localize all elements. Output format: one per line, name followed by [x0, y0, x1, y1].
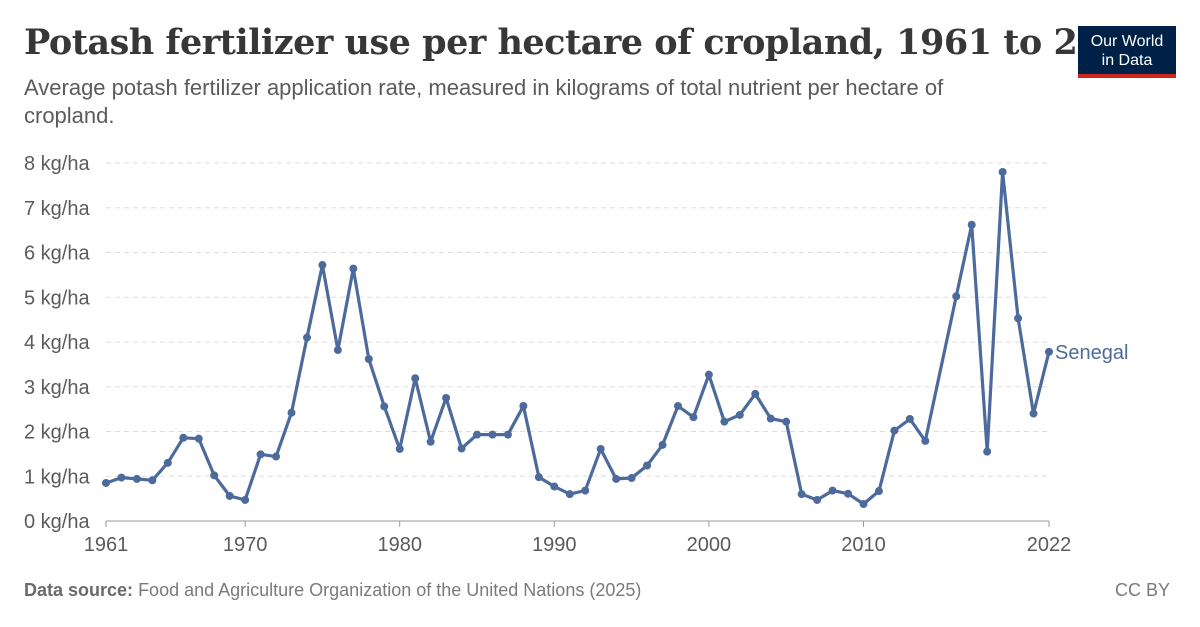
- data-point[interactable]: [550, 482, 559, 491]
- data-point[interactable]: [782, 417, 791, 426]
- data-point[interactable]: [179, 433, 188, 442]
- data-point[interactable]: [612, 474, 621, 483]
- y-tick-label: 5 kg/ha: [24, 287, 90, 309]
- data-point[interactable]: [581, 486, 590, 495]
- data-point[interactable]: [859, 499, 868, 508]
- data-point[interactable]: [689, 413, 698, 422]
- data-point[interactable]: [411, 374, 420, 383]
- data-point[interactable]: [210, 471, 219, 480]
- chart-title: Potash fertilizer use per hectare of cro…: [24, 22, 1149, 63]
- data-point[interactable]: [643, 461, 652, 470]
- data-point[interactable]: [766, 414, 775, 423]
- data-point[interactable]: [813, 495, 822, 504]
- data-point[interactable]: [1014, 314, 1023, 323]
- y-tick-label: 7 kg/ha: [24, 198, 90, 220]
- data-point[interactable]: [905, 414, 914, 423]
- data-point[interactable]: [148, 476, 157, 485]
- logo-line-2: in Data: [1101, 52, 1153, 69]
- data-point[interactable]: [704, 370, 713, 379]
- data-point[interactable]: [380, 402, 389, 411]
- data-point[interactable]: [983, 447, 992, 456]
- x-tick-label: 2010: [841, 534, 886, 556]
- data-point[interactable]: [503, 430, 512, 439]
- license-text[interactable]: CC BY: [1114, 580, 1170, 600]
- data-point[interactable]: [797, 490, 806, 499]
- data-point[interactable]: [828, 486, 837, 495]
- y-tick-label: 4 kg/ha: [24, 332, 90, 354]
- data-point[interactable]: [395, 444, 404, 453]
- data-point[interactable]: [132, 474, 141, 483]
- data-point[interactable]: [874, 487, 883, 496]
- x-tick-label: 1970: [223, 534, 268, 556]
- x-tick-label: 1990: [532, 534, 577, 556]
- data-source-label: Data source:: [24, 580, 134, 600]
- data-point[interactable]: [673, 401, 682, 410]
- x-tick-label: 2000: [687, 534, 732, 556]
- y-tick-label: 8 kg/ha: [24, 153, 90, 175]
- data-point[interactable]: [720, 417, 729, 426]
- data-point[interactable]: [364, 355, 373, 364]
- data-point[interactable]: [272, 452, 281, 461]
- y-tick-label: 1 kg/ha: [24, 466, 90, 488]
- data-point[interactable]: [565, 490, 574, 499]
- data-point[interactable]: [442, 393, 451, 402]
- data-source: Data source: Food and Agriculture Organi…: [24, 580, 641, 601]
- data-point[interactable]: [349, 264, 358, 273]
- data-point[interactable]: [534, 473, 543, 482]
- y-tick-label: 2 kg/ha: [24, 422, 90, 444]
- data-point[interactable]: [844, 489, 853, 498]
- x-tick-label: 2022: [1027, 534, 1072, 556]
- data-point[interactable]: [735, 410, 744, 419]
- y-tick-label: 3 kg/ha: [24, 377, 90, 399]
- data-point[interactable]: [998, 167, 1007, 176]
- x-tick-label: 1961: [84, 534, 129, 556]
- data-point[interactable]: [596, 444, 605, 453]
- data-point[interactable]: [921, 436, 930, 445]
- data-point[interactable]: [287, 408, 296, 417]
- data-point[interactable]: [194, 434, 203, 443]
- data-point[interactable]: [117, 473, 126, 482]
- data-point[interactable]: [890, 426, 899, 435]
- data-point[interactable]: [163, 458, 172, 467]
- data-point[interactable]: [488, 430, 497, 439]
- data-point[interactable]: [967, 220, 976, 229]
- data-point[interactable]: [318, 261, 327, 270]
- data-point[interactable]: [627, 474, 636, 483]
- series-line-senegal[interactable]: [105, 170, 1051, 506]
- x-tick-label: 1980: [377, 534, 422, 556]
- data-point[interactable]: [519, 401, 528, 410]
- chart-subtitle: Average potash fertilizer application ra…: [24, 75, 944, 128]
- data-point[interactable]: [1045, 347, 1053, 356]
- owid-logo[interactable]: Our World in Data: [1078, 26, 1176, 78]
- data-point[interactable]: [426, 437, 435, 446]
- data-point[interactable]: [473, 430, 482, 439]
- data-point[interactable]: [751, 389, 760, 398]
- data-point[interactable]: [457, 444, 466, 453]
- data-point[interactable]: [256, 450, 265, 459]
- series-label-senegal[interactable]: Senegal: [1055, 342, 1128, 364]
- data-point[interactable]: [225, 491, 234, 500]
- y-tick-label: 0 kg/ha: [24, 511, 90, 533]
- data-point[interactable]: [658, 440, 667, 449]
- data-point[interactable]: [952, 292, 961, 301]
- data-point[interactable]: [333, 346, 342, 355]
- data-source-text[interactable]: Food and Agriculture Organization of the…: [138, 580, 642, 600]
- data-point[interactable]: [302, 333, 311, 342]
- data-point[interactable]: [1029, 409, 1038, 418]
- data-point[interactable]: [102, 478, 110, 487]
- data-point[interactable]: [241, 495, 250, 504]
- y-tick-label: 6 kg/ha: [24, 243, 90, 265]
- logo-line-1: Our World: [1090, 33, 1164, 50]
